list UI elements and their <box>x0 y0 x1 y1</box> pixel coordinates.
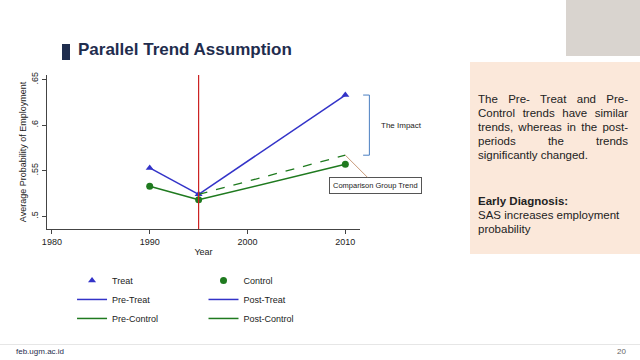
svg-text:1980: 1980 <box>42 237 62 247</box>
svg-text:Comparison Group Trend: Comparison Group Trend <box>333 181 418 190</box>
html-text:Parallel Trend Assumption: Parallel Trend Assumption <box>78 40 292 59</box>
svg-text:.6: .6 <box>30 120 40 128</box>
html-text:The Pre- Treat and Pre-Control: The Pre- Treat and Pre-Control trends ha… <box>478 93 628 161</box>
svg-text:Pre-Treat: Pre-Treat <box>112 295 150 305</box>
svg-text:2000: 2000 <box>238 237 258 247</box>
html-text:Early Diagnosis:: Early Diagnosis: <box>478 195 569 207</box>
svg-text:Post-Treat: Post-Treat <box>244 295 286 305</box>
svg-text:2010: 2010 <box>335 237 355 247</box>
svg-text:1990: 1990 <box>140 237 160 247</box>
svg-text:Control: Control <box>244 276 273 286</box>
svg-text:.5: .5 <box>30 211 40 219</box>
svg-text:.55: .55 <box>30 163 40 176</box>
svg-text:The Impact: The Impact <box>381 121 422 130</box>
svg-text:.65: .65 <box>30 72 40 85</box>
svg-text:Average Probability of Employm: Average Probability of Employment <box>18 81 28 222</box>
html-text:feb.ugm.ac.id: feb.ugm.ac.id <box>16 347 64 356</box>
html-text:20: 20 <box>617 347 626 356</box>
svg-text:Year: Year <box>194 247 212 257</box>
svg-text:Treat: Treat <box>112 276 133 286</box>
svg-text:Pre-Control: Pre-Control <box>112 314 158 324</box>
svg-text:Post-Control: Post-Control <box>244 314 294 324</box>
html-text:SAS increases employment proba: SAS increases employment probability <box>478 209 620 235</box>
